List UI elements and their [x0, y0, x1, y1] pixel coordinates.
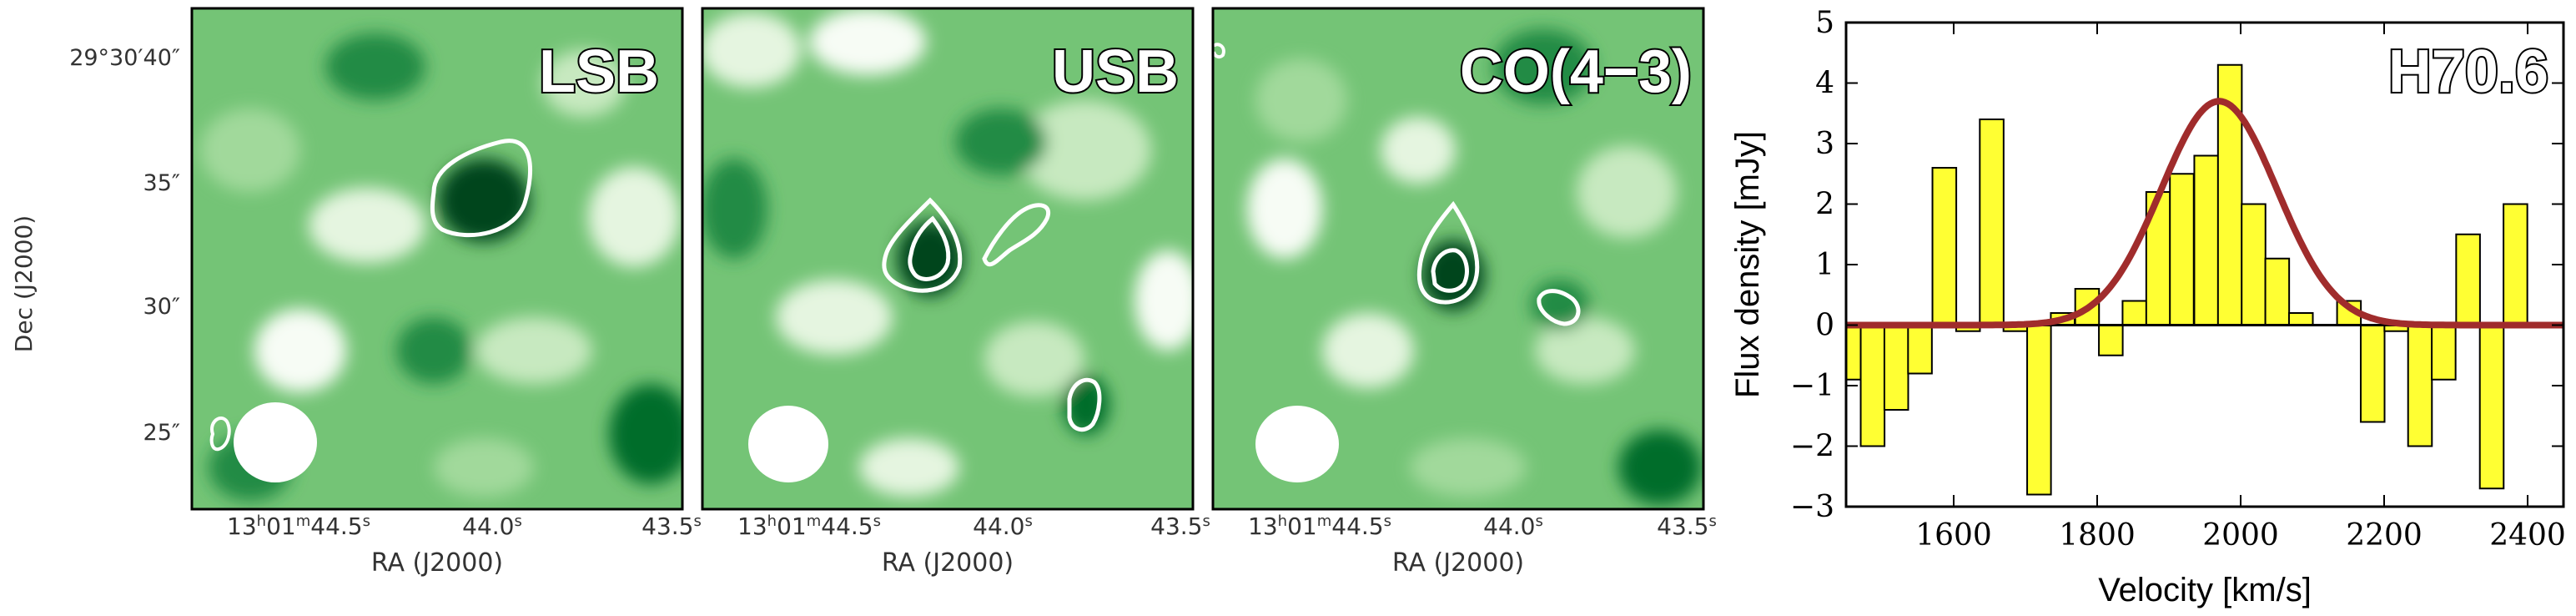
- panel-label: CO(4−3): [1460, 38, 1692, 105]
- dec-tick-label: 29°30′40″: [69, 45, 180, 71]
- panel-frame: [701, 7, 1195, 511]
- spectrum-bar: [2287, 312, 2314, 326]
- spectrum-bar: [2478, 324, 2505, 490]
- panel-label: USB: [1052, 38, 1179, 105]
- emission-map: [200, 33, 682, 501]
- contour-line: [908, 215, 951, 281]
- ra-axis-label: RA (J2000): [371, 548, 503, 578]
- contour-line: [1212, 43, 1225, 59]
- spectrum-bar: [2169, 173, 2195, 326]
- map-panel-lsb: LSB: [190, 7, 684, 511]
- ra-tick-label: 43.5s: [641, 512, 702, 540]
- contour-line: [1537, 289, 1581, 326]
- contour-line: [882, 197, 963, 293]
- ra-tick-label: 44.0s: [462, 512, 522, 540]
- y-tick-label: 4: [1815, 67, 1834, 101]
- dec-axis: 29°30′40″ 35″ 30″ 25″ Dec (J2000): [10, 45, 180, 446]
- contour-line: [1067, 377, 1102, 432]
- ra-tick-label: 44.0s: [1483, 512, 1543, 540]
- contour-line: [430, 139, 533, 237]
- spectrum-bar: [1907, 324, 1933, 375]
- x-axis-ticks: 1600 1800 2000 2200 2400: [1915, 23, 2566, 553]
- spectrum-bar: [2503, 203, 2528, 326]
- dec-tick-label: 35″: [143, 170, 180, 196]
- x-tick-label: 1800: [2059, 518, 2136, 553]
- ra-tick-label: 13h01m44.5s: [737, 512, 881, 540]
- ra-tick-label: 43.5s: [1150, 512, 1210, 540]
- spectrum-bar: [1846, 324, 1862, 381]
- dec-tick-label: 30″: [143, 294, 180, 320]
- spectrum-bar: [2431, 324, 2457, 381]
- ra-axis-label: RA (J2000): [1392, 548, 1524, 578]
- ra-tick-label: 44.0s: [973, 512, 1033, 540]
- spectrum-bar: [1883, 324, 1909, 411]
- panel-label: LSB: [539, 38, 659, 105]
- spectrum-bars: [1846, 63, 2563, 496]
- spectrum-bar: [2455, 233, 2481, 326]
- plot-frame: [1844, 21, 2565, 508]
- panel-frame: [190, 7, 684, 511]
- spectrum-bar: [2241, 203, 2267, 326]
- ra-axis-lsb: 13h01m44.5s 44.0s 43.5s RA (J2000): [227, 512, 702, 578]
- spectrum-bar: [2121, 300, 2147, 326]
- contour-line: [982, 203, 1051, 267]
- y-tick-label: 1: [1815, 248, 1834, 282]
- spectrum-bar: [2193, 154, 2219, 326]
- map-panel-co: CO(4−3): [1211, 7, 1705, 511]
- y-tick-label: −2: [1790, 430, 1834, 464]
- contour-line: [209, 417, 231, 452]
- spectrum-bar: [2098, 324, 2124, 356]
- spectrum-bar: [2407, 324, 2433, 447]
- ra-axis-usb: 13h01m44.5s 44.0s 43.5s RA (J2000): [737, 512, 1210, 578]
- x-tick-label: 2000: [2202, 518, 2279, 553]
- y-tick-label: −3: [1790, 490, 1834, 524]
- contour-line: [1416, 200, 1480, 305]
- beam-ellipse: [234, 402, 317, 482]
- y-tick-label: 0: [1815, 309, 1834, 343]
- x-tick-label: 2200: [2346, 518, 2423, 553]
- panel-frame: [1211, 7, 1705, 511]
- spectrum-bar: [2264, 257, 2291, 326]
- spectrum-bar: [1931, 167, 1958, 326]
- ra-axis-co: 13h01m44.5s 44.0s 43.5s RA (J2000): [1248, 512, 1717, 578]
- y-tick-label: 2: [1815, 188, 1834, 222]
- beam-ellipse: [1255, 406, 1339, 482]
- chart-title: H70.6: [2388, 38, 2548, 105]
- ra-axis-label: RA (J2000): [882, 548, 1014, 578]
- map-panel-usb: USB: [701, 7, 1195, 511]
- ra-tick-label: 43.5s: [1657, 512, 1717, 540]
- x-tick-label: 1600: [1915, 518, 1992, 553]
- spectrum-bar: [1979, 119, 2005, 326]
- y-tick-label: 5: [1815, 6, 1834, 40]
- spectrum-bar: [2026, 324, 2052, 496]
- ra-tick-label: 13h01m44.5s: [1248, 512, 1391, 540]
- gaussian-fit-line: [1846, 98, 2563, 329]
- ra-tick-label: 13h01m44.5s: [227, 512, 370, 540]
- spectrum-bar: [1859, 324, 1886, 447]
- contour-line: [1431, 248, 1469, 293]
- y-axis-label: Flux density [mJy]: [1729, 131, 1766, 398]
- spectrum-bar: [2359, 324, 2386, 423]
- x-tick-label: 2400: [2489, 518, 2566, 553]
- dec-tick-label: 25″: [143, 420, 180, 446]
- x-axis-label: Velocity [km/s]: [2098, 572, 2312, 608]
- dec-axis-label: Dec (J2000): [10, 215, 38, 352]
- beam-ellipse: [748, 406, 828, 482]
- y-tick-label: 3: [1815, 127, 1834, 161]
- y-tick-label: −1: [1790, 369, 1834, 403]
